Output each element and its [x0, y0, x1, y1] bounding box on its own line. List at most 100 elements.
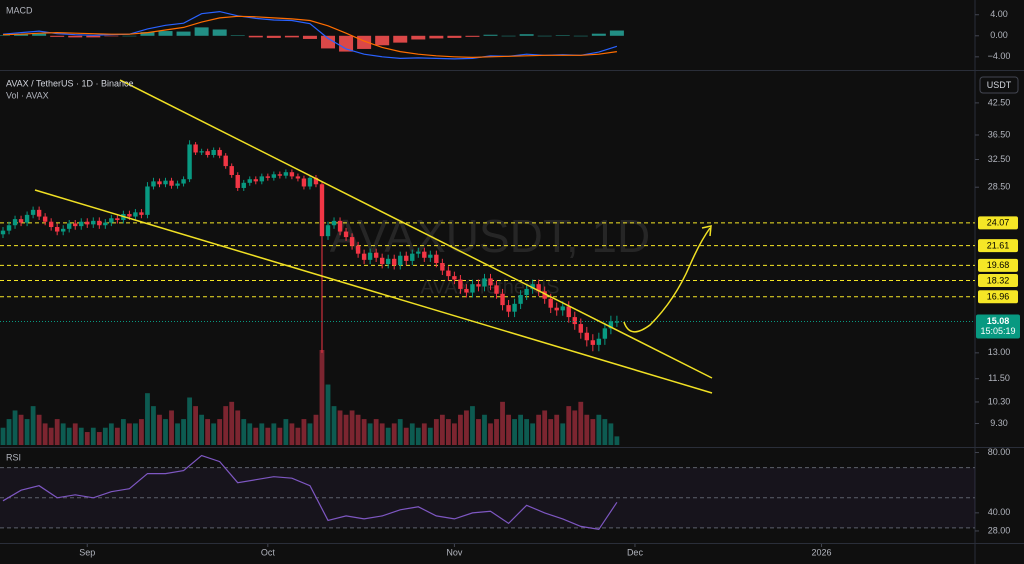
candle-body: [452, 276, 457, 280]
candle-body: [229, 166, 234, 175]
volume-bar: [530, 423, 536, 445]
volume-bar: [187, 397, 192, 445]
volume-bar: [385, 427, 391, 445]
volume-bar: [6, 419, 12, 445]
trend-line: [34, 189, 713, 394]
candle-body: [271, 174, 277, 178]
candle-body: [337, 220, 343, 232]
currency-box[interactable]: [979, 76, 1019, 94]
volume-bar: [36, 414, 42, 445]
volume-bar: [84, 432, 90, 445]
candle-body: [253, 179, 258, 182]
histogram-bar: [537, 35, 552, 37]
trend-line: [119, 79, 713, 379]
candle-body: [440, 263, 445, 271]
volume-bar: [289, 423, 295, 445]
level-label: 24.07: [987, 218, 1010, 228]
volume-bar: [373, 419, 379, 445]
volume-bar: [331, 406, 337, 445]
currency[interactable]: USDT: [987, 80, 1012, 90]
volume-bar: [542, 410, 548, 445]
candle-body: [97, 220, 102, 226]
y-tick-label: 0.00: [990, 30, 1008, 40]
volume-bar: [337, 410, 343, 445]
volume-bar: [451, 423, 457, 445]
histogram-bar: [411, 35, 426, 40]
volume-bar: [72, 423, 78, 445]
volume-bar: [433, 419, 439, 445]
candle-body: [67, 223, 72, 229]
histogram-bar: [573, 35, 588, 37]
candle-body: [355, 245, 361, 254]
y-tick-label: −4.00: [988, 51, 1011, 61]
volume-bar: [397, 419, 403, 445]
volume-bar: [283, 419, 289, 445]
histogram-bar: [483, 34, 498, 36]
volume-bar: [78, 427, 84, 445]
candle-body: [109, 218, 114, 223]
volume-bar: [470, 406, 475, 445]
candle-body: [211, 149, 216, 156]
volume-bar: [193, 406, 199, 445]
candle-body: [241, 182, 246, 188]
histogram-bar: [591, 33, 606, 36]
volume-bar: [602, 419, 608, 445]
volume-bar: [211, 423, 217, 445]
volume-bar: [524, 419, 530, 445]
candle-body: [199, 151, 204, 153]
candle-body: [319, 184, 325, 237]
volume-bar: [572, 410, 578, 445]
candle-body: [295, 176, 301, 179]
candle-body: [434, 254, 439, 264]
volume-title: Vol · AVAX: [6, 90, 49, 100]
level-label: 16.96: [987, 292, 1010, 302]
histogram-bar: [104, 35, 119, 37]
candle-body: [464, 288, 469, 293]
histogram-bar: [86, 35, 101, 38]
volume-bar: [584, 414, 590, 445]
volume-bar: [229, 401, 235, 445]
histogram-bar: [465, 35, 480, 37]
drawings: [34, 79, 713, 394]
candle-body: [614, 321, 620, 323]
candle-body: [175, 183, 180, 186]
histogram-bar: [429, 35, 444, 39]
y-tick-label: 36.50: [988, 129, 1011, 139]
x-tick-label: Oct: [261, 547, 276, 557]
volume-bar: [126, 423, 132, 445]
candle-body: [482, 278, 487, 287]
volume-bar: [199, 414, 205, 445]
x-tick-label: Sep: [79, 547, 95, 557]
volume-bar: [464, 410, 469, 445]
candle-body: [18, 219, 24, 223]
candle-body: [301, 178, 307, 187]
rsi-title: RSI: [6, 452, 21, 462]
histogram-bar: [609, 30, 624, 36]
histogram-bar: [32, 33, 47, 36]
volume-bar: [391, 423, 397, 445]
histogram-bar: [248, 35, 263, 38]
candle-body: [428, 254, 433, 258]
volume-bar: [518, 414, 524, 445]
volume-bar: [157, 414, 162, 445]
candle-body: [566, 306, 571, 318]
candle-body: [446, 270, 451, 277]
volume-bar: [578, 401, 584, 445]
candle-body: [512, 303, 517, 312]
volume-bar: [163, 419, 168, 445]
histogram-bar: [555, 35, 570, 36]
volume-bar: [421, 423, 427, 445]
y-tick-label: 9.30: [990, 418, 1008, 428]
level-label-box: [978, 258, 1018, 272]
candle-body: [193, 144, 198, 153]
macd-line: [2, 15, 617, 59]
candle-body: [73, 223, 78, 227]
candle-body: [542, 291, 547, 299]
volume-bar: [0, 427, 6, 445]
volume-bar: [313, 414, 319, 445]
level-label: 18.32: [987, 275, 1010, 285]
y-tick-label: 13.00: [988, 347, 1011, 357]
candle-body: [0, 230, 6, 235]
candle-body: [392, 258, 397, 266]
volume-bar: [536, 414, 542, 445]
